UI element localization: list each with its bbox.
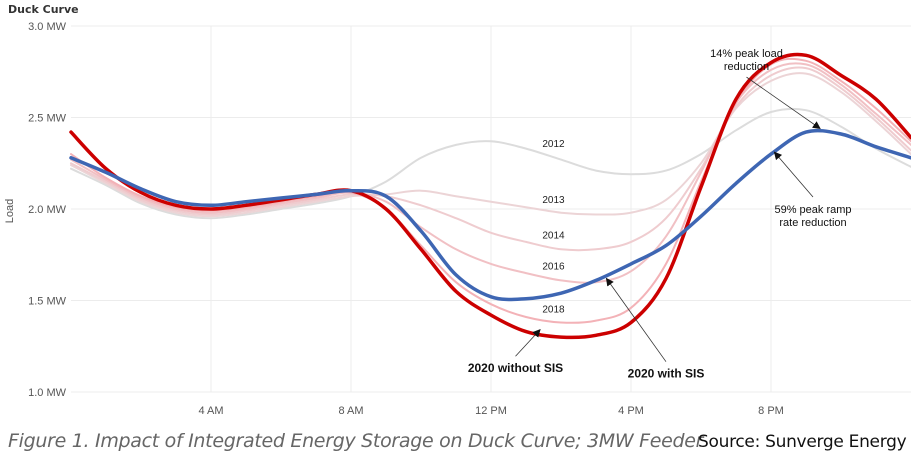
x-tick-label: 4 AM <box>198 405 223 417</box>
grid <box>71 25 911 393</box>
x-tick-label: 8 AM <box>338 405 363 417</box>
y-axis: 3.0 MW 2.5 MW 2.0 MW 1.5 MW 1.0 MW <box>28 21 67 399</box>
annotation-arrow <box>773 151 814 198</box>
annotation-2020-with-sis: 2020 with SIS <box>605 277 705 381</box>
x-axis: 4 AM 8 AM 12 PM 4 PM 8 PM <box>198 405 783 417</box>
figure-caption: Figure 1. Impact of Integrated Energy St… <box>8 430 704 452</box>
annotation-text: 2020 with SIS <box>628 367 705 381</box>
x-tick-label: 4 PM <box>618 405 644 417</box>
annotation-arrow <box>605 277 667 362</box>
series-line-2016 <box>70 62 911 284</box>
annotation-2020-without-sis: 2020 without SIS <box>468 329 563 375</box>
chart-title: Duck Curve <box>8 3 79 16</box>
annotation-arrow <box>515 329 541 357</box>
series-line-2020-with-sis <box>69 128 911 302</box>
y-tick-label: 1.0 MW <box>28 387 67 399</box>
series-label-2012: 2012 <box>542 139 565 150</box>
series-label-2018: 2018 <box>542 305 565 316</box>
series-label-2016: 2016 <box>542 262 565 273</box>
series-line-2012 <box>70 107 911 220</box>
series-line-2013 <box>70 72 911 218</box>
duck-curve-chart: 3.0 MW 2.5 MW 2.0 MW 1.5 MW 1.0 MW 4 AM 8 AM 1… <box>28 21 911 417</box>
series-labels: 2012 2013 2014 2016 2018 <box>542 139 565 316</box>
series-line-2020-without-sis <box>69 52 911 340</box>
annotation-text: 14% peak load <box>710 48 783 60</box>
y-tick-label: 2.5 MW <box>28 113 67 125</box>
annotation-text: 2020 without SIS <box>468 361 563 375</box>
annotation-text: reduction <box>724 61 769 73</box>
series-lines <box>69 52 911 340</box>
annotation-text: rate reduction <box>779 217 846 229</box>
series-label-2014: 2014 <box>542 231 565 242</box>
annotation-text: 59% peak ramp <box>774 204 851 216</box>
y-tick-label: 2.0 MW <box>28 204 67 216</box>
y-tick-label: 1.5 MW <box>28 296 67 308</box>
annotations: 2020 without SIS 2020 with SIS 14% peak lo… <box>468 48 852 381</box>
series-line-2014 <box>70 66 911 252</box>
x-tick-label: 8 PM <box>758 405 784 417</box>
source-credit: Source: Sunverge Energy <box>698 432 907 452</box>
x-tick-label: 12 PM <box>475 405 507 417</box>
series-label-2013: 2013 <box>542 195 565 206</box>
annotation-arrow <box>746 76 821 130</box>
y-tick-label: 3.0 MW <box>28 21 67 33</box>
